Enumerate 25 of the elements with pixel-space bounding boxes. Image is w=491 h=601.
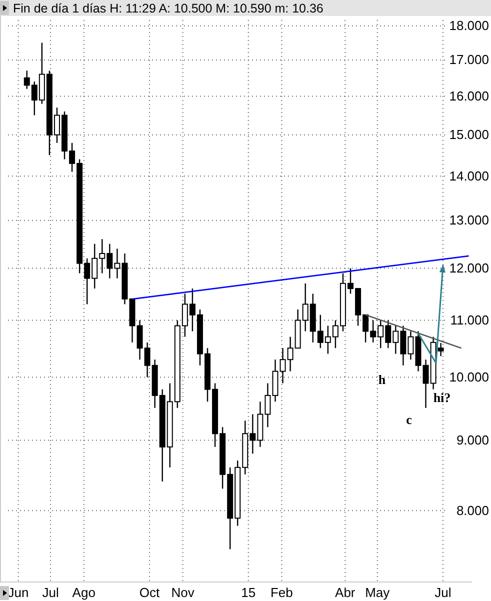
y-tick-label: 13.000 (449, 212, 489, 228)
y-tick-label: 12.000 (449, 260, 489, 276)
annotation: c (406, 412, 412, 427)
y-tick-label: 11.000 (450, 312, 489, 328)
annotation: hi? (433, 390, 451, 405)
x-tick-label: Ago (72, 585, 96, 600)
y-tick-label: 15.000 (449, 127, 489, 142)
y-tick-label: 14.000 (449, 168, 489, 184)
x-tick-label: Jul (434, 585, 452, 600)
x-tick-label: 15 (241, 585, 256, 600)
x-tick-label: Jul (42, 585, 59, 600)
x-tick-label: Jun (8, 585, 29, 600)
x-tick-label: Nov (171, 585, 195, 600)
y-tick-label: 9.000 (456, 432, 489, 448)
y-tick-label: 18.000 (449, 18, 489, 34)
annotation: h (378, 372, 386, 387)
y-tick-label: 8.000 (456, 502, 489, 518)
x-tick-label: May (365, 585, 390, 600)
y-tick-label: 17.000 (449, 52, 489, 68)
y-tick-label: 16.000 (449, 88, 489, 104)
x-tick-label: Feb (270, 585, 293, 600)
chart-title: Fin de día 1 días H: 11:29 A: 10.500 M: 10.590 m: 10.36 (13, 2, 324, 16)
y-tick-label: 10.000 (449, 369, 489, 384)
x-tick-label: Oct (139, 585, 160, 600)
x-tick-label: Abr (335, 585, 356, 600)
